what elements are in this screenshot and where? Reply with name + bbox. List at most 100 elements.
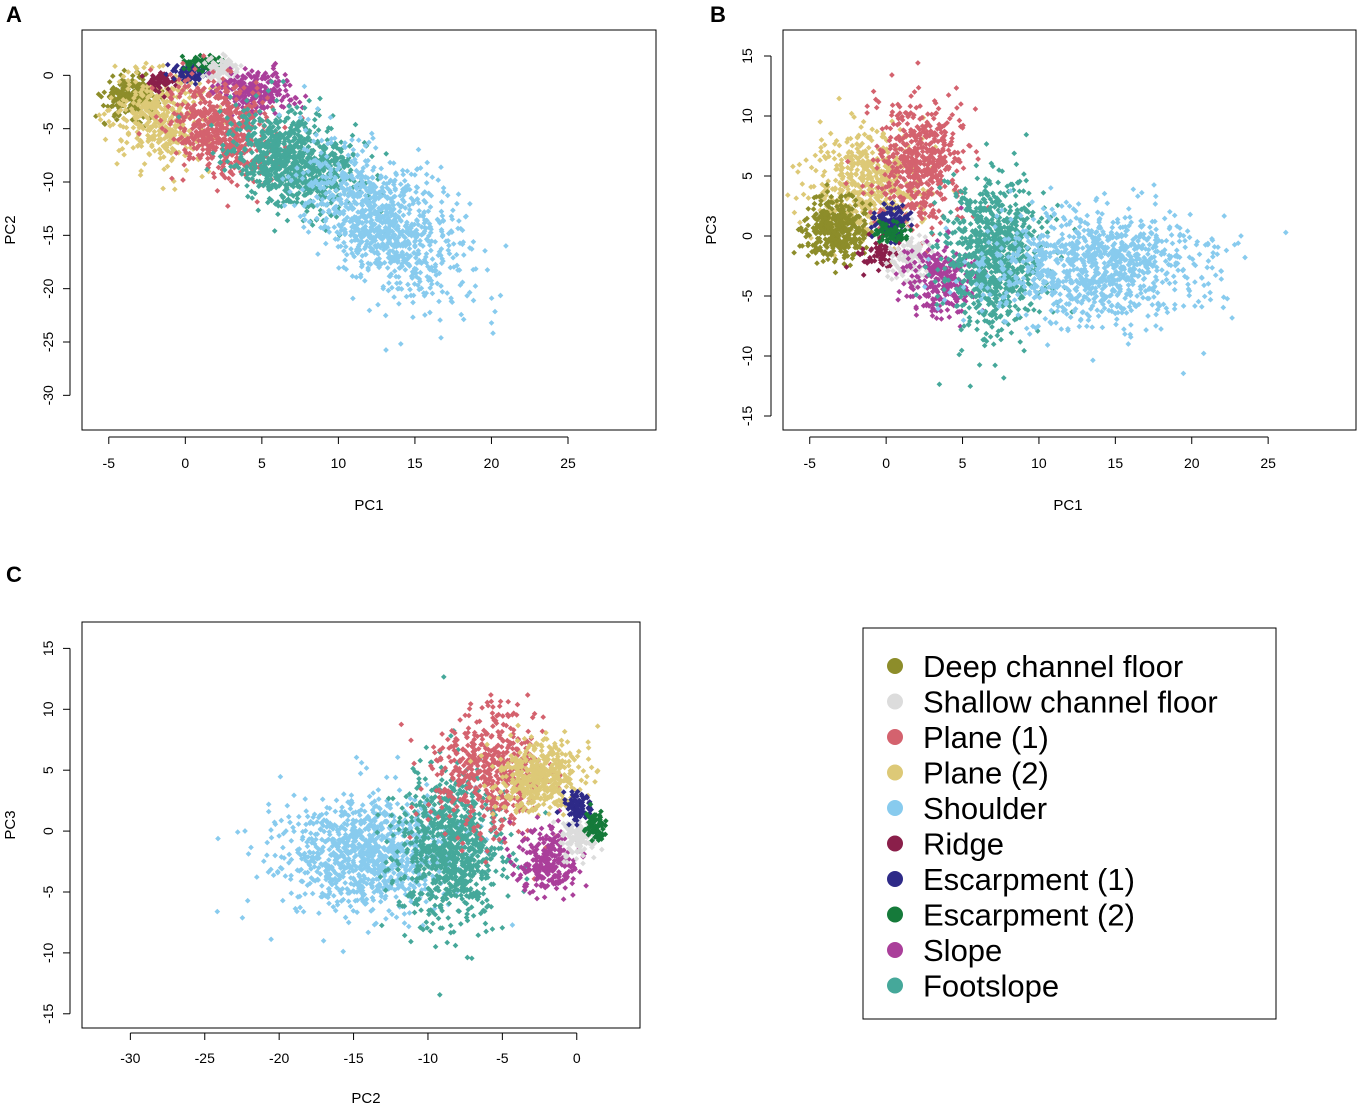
panel-a-point [120,86,127,93]
panel-a-point [149,72,156,79]
panel-a-point [109,89,116,96]
panel-a-x-tick-label: 25 [560,455,576,471]
panel-a-point [116,100,123,106]
panel-a-point [139,110,146,116]
panel-a-point [120,73,127,80]
panel-a-x-tick-label: 15 [407,455,423,471]
panel-a-point [112,63,118,70]
panel-a-point [157,150,164,157]
panel-a-point [102,136,109,143]
panel-a-y-tick-label: -15 [40,225,56,245]
panel-a-point [125,86,131,92]
panel-a-point [120,124,127,130]
panel-a-point [137,137,144,144]
panel-a-point [130,100,137,106]
panel-a-point [132,114,138,120]
panel-a-point [125,93,132,99]
panel-a-x-label: PC1 [354,497,383,514]
panel-a-point [156,84,163,91]
panel-a-point [109,73,116,79]
panel-a-point [199,68,206,75]
panel-a-point [146,151,153,158]
panel-a-point [100,102,107,109]
panel-a-y-tick-label: -20 [40,278,56,298]
panel-a-point [163,144,170,151]
panel-a-y-tick-label: -30 [40,385,56,405]
panel-a-point [114,160,120,167]
panel-a-point [111,113,118,120]
panel-a-point [161,166,167,173]
panel-a-point [121,151,127,158]
panel-a-point [106,107,113,113]
panel-a-point [192,81,199,87]
panel-a-point [141,64,147,71]
panel-a-point [113,116,120,123]
panel-a-point [141,161,148,167]
panel-a-point [151,147,158,154]
panel-a-point [132,120,139,126]
panel-a-point [171,76,178,82]
panel-a-point [161,111,167,118]
panel-a-point [136,98,143,104]
panel-a-point [132,89,139,95]
panel-a-point [196,80,203,87]
panel-a-y-label: PC2 [2,215,19,244]
panel-a-point [101,111,108,117]
panel-a-y-tick-label: -5 [40,122,56,135]
panel-a-x-tick-label: 0 [181,455,189,471]
panel-a-point [172,124,179,131]
panel-a-point [106,118,112,125]
panel-a-point [186,62,193,69]
panel-a-x-tick-label: -5 [103,455,116,471]
panel-a-point [165,109,171,116]
panel-a-point [133,65,140,72]
panel-a-point [166,137,173,144]
panel-a-point [137,172,144,178]
panel-a-point [133,69,140,76]
panel-a-point [129,108,136,115]
panel-a-point [115,109,122,116]
panel-a-point [113,86,120,93]
panel-a-point [181,65,187,72]
panel-a-point [171,186,178,193]
panel-a-point [163,140,170,147]
panel-a-point [142,100,149,107]
panel-a-point [169,155,176,162]
panel-a-point [123,139,130,146]
panel-a-point [202,63,208,70]
panel-a-point [102,121,108,128]
panel-a-y-tick-label: 0 [40,71,56,79]
panel-a-point [125,69,132,75]
panel-a-point [129,72,136,79]
panel-a-y-tick-label: -10 [40,172,56,192]
panel-a-point [156,92,163,99]
panel-a-point [146,101,153,107]
panel-a-point [108,94,115,101]
panel-a-point [170,67,176,74]
panel-a-series-ridge [139,69,179,100]
panel-a-x-tick-label: 5 [258,455,266,471]
panel-a-point [101,89,108,96]
panel-a-point [168,106,175,113]
panel-a-point [140,80,146,87]
panel-a-point [106,79,113,85]
panel-a-point [164,163,171,170]
panel-a-point [199,173,205,180]
panel-a-point [160,185,166,192]
panel-a-point [109,103,116,109]
panel-a-point [143,122,150,129]
panel-a-point [143,88,150,94]
panel-a-point [130,144,137,151]
panel-a-point [131,95,137,101]
panel-a-point [97,116,104,123]
panel-a-point [121,81,127,88]
panel-a-point [132,78,139,85]
panel-a-point [145,93,152,100]
panel-a-point [116,78,123,85]
panel-a-point [121,102,128,109]
panel-a-point [156,103,162,109]
panel-a-point [161,93,168,100]
panel-a-x-tick-label: 10 [331,455,347,471]
panel-a-point [160,80,167,87]
